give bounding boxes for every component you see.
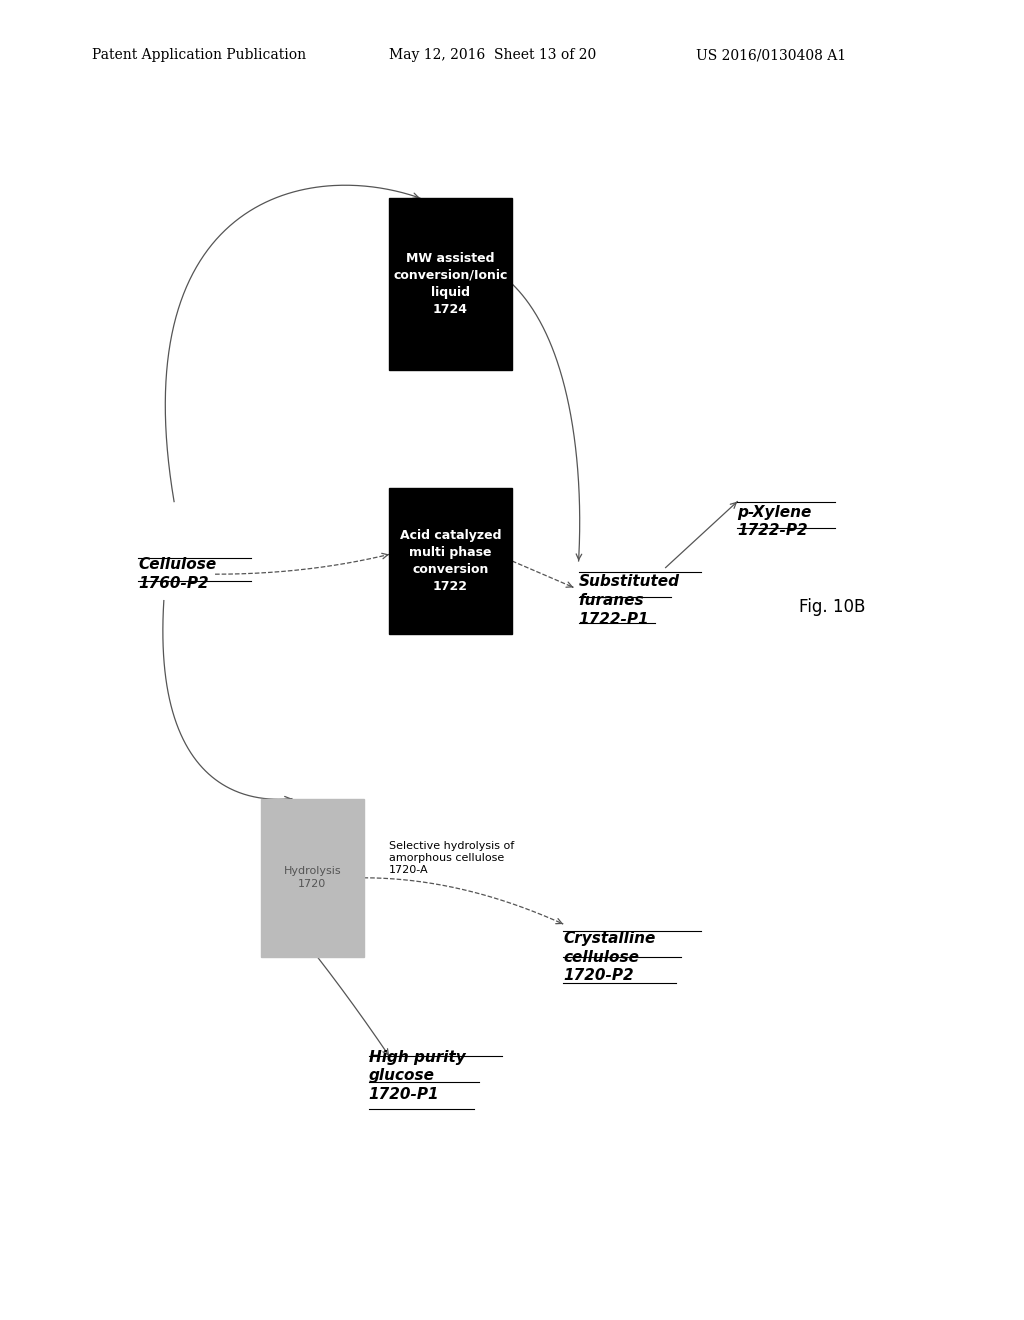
Text: Fig. 10B: Fig. 10B — [799, 598, 865, 616]
Text: MW assisted
conversion/Ionic
liquid
1724: MW assisted conversion/Ionic liquid 1724 — [393, 252, 508, 315]
Text: Cellulose
1760-P2: Cellulose 1760-P2 — [138, 557, 216, 591]
Text: US 2016/0130408 A1: US 2016/0130408 A1 — [696, 49, 847, 62]
Text: Patent Application Publication: Patent Application Publication — [92, 49, 306, 62]
Text: High purity
glucose
1720-P1: High purity glucose 1720-P1 — [369, 1049, 465, 1102]
Text: May 12, 2016  Sheet 13 of 20: May 12, 2016 Sheet 13 of 20 — [389, 49, 596, 62]
FancyBboxPatch shape — [389, 198, 512, 370]
FancyBboxPatch shape — [389, 488, 512, 634]
Text: Substituted
furanes
1722-P1: Substituted furanes 1722-P1 — [579, 574, 680, 627]
Text: Acid catalyzed
multi phase
conversion
1722: Acid catalyzed multi phase conversion 17… — [399, 529, 502, 593]
Text: Selective hydrolysis of
amorphous cellulose
1720-A: Selective hydrolysis of amorphous cellul… — [389, 841, 514, 875]
FancyBboxPatch shape — [261, 799, 364, 957]
Text: Hydrolysis
1720: Hydrolysis 1720 — [284, 866, 341, 890]
Text: p-Xylene
1722-P2: p-Xylene 1722-P2 — [737, 504, 812, 539]
Text: Crystalline
cellulose
1720-P2: Crystalline cellulose 1720-P2 — [563, 931, 655, 983]
